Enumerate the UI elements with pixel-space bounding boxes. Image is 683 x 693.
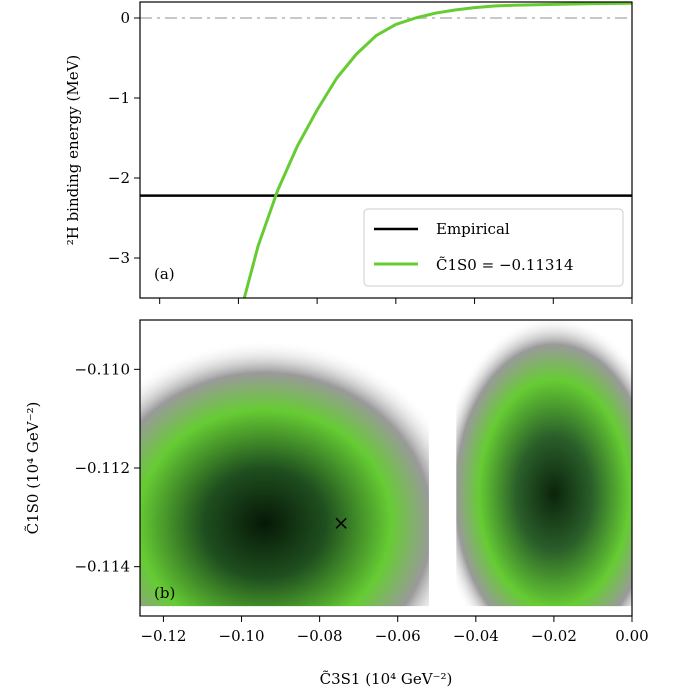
panel-a-frame <box>139 1 633 299</box>
panel-b-xtick-label: −0.10 <box>219 627 265 645</box>
panel-a-ytick-label: −2 <box>108 169 130 187</box>
panel-b-xtick-label: −0.06 <box>375 627 421 645</box>
panel-a-label: (a) <box>154 265 175 283</box>
panel-b-ytick-label: −0.112 <box>74 459 130 477</box>
left-valley-region <box>140 320 429 607</box>
panel-a-x-ticks <box>159 298 633 304</box>
panel-a: 0 −1 −2 −3 ²H binding energy (MeV) (a) Empi… <box>64 1 633 304</box>
panel-a-y-ticks: 0 −1 −2 −3 <box>108 9 140 267</box>
best-fit-marker: × <box>333 510 350 534</box>
panel-b-label: (b) <box>154 584 175 602</box>
panel-b-ytick-label: −0.110 <box>74 360 130 378</box>
panel-b-xtick-label: −0.12 <box>140 627 186 645</box>
series-line-fit <box>242 2 632 298</box>
legend-label-empirical: Empirical <box>436 220 510 238</box>
panel-b-xtick-label: −0.04 <box>453 627 499 645</box>
legend: Empirical C̃1S0 = −0.11314 <box>363 208 624 287</box>
legend-label-fit: C̃1S0 = −0.11314 <box>436 256 574 274</box>
panel-a-ytick-label: −3 <box>108 249 130 267</box>
panel-a-ylabel: ²H binding energy (MeV) <box>64 55 82 246</box>
panel-b-xlabel: C̃3S1 (10⁴ GeV⁻²) <box>320 670 453 688</box>
panel-b-x-ticks: −0.12 −0.10 −0.08 −0.06 −0.04 −0.02 0.00 <box>140 616 649 645</box>
panel-b-xtick-label: 0.00 <box>615 627 648 645</box>
legend-box <box>363 208 624 287</box>
panel-a-ytick-label: 0 <box>120 9 130 27</box>
panel-b-xtick-label: −0.02 <box>531 627 577 645</box>
heatmap <box>140 320 632 616</box>
panel-b-y-ticks: −0.110 −0.112 −0.114 <box>74 360 140 576</box>
panel-b: × −0.110 −0.112 −0.114 −0.12 −0.10 −0.08 −0.0… <box>24 319 649 688</box>
panel-b-xtick-label: −0.08 <box>297 627 343 645</box>
panel-a-ytick-label: −1 <box>108 89 130 107</box>
panel-a-series <box>140 2 632 298</box>
panel-b-ylabel: C̃1S0 (10⁴ GeV⁻²) <box>24 402 42 535</box>
panel-b-ytick-label: −0.114 <box>74 558 130 576</box>
right-valley-region <box>456 320 632 607</box>
